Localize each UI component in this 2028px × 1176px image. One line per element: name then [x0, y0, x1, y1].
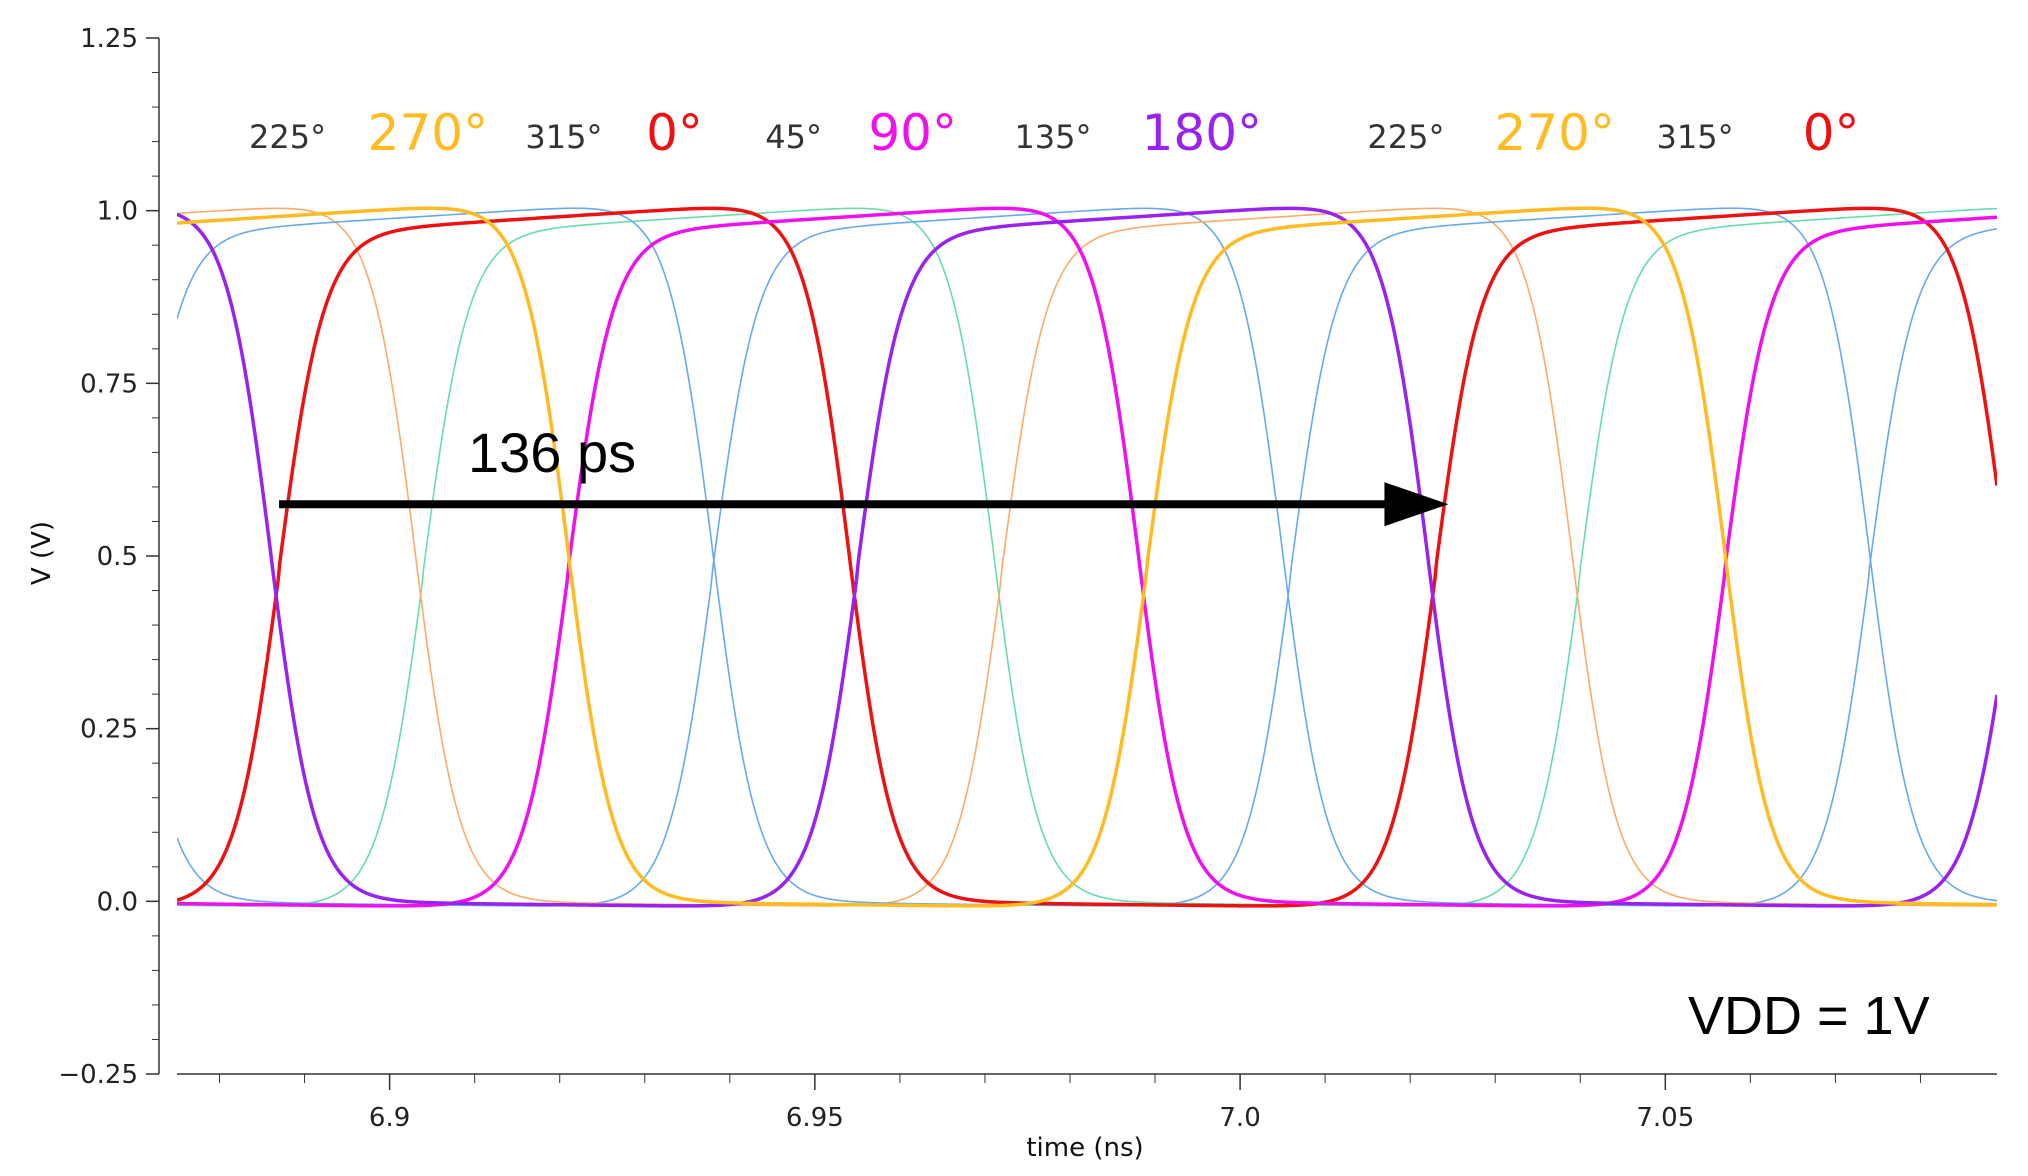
series-180-deg-line	[177, 206, 1997, 908]
series-270-deg-line	[177, 206, 1997, 908]
phase-label: 0°	[1803, 104, 1860, 162]
series-45-deg-line	[177, 207, 1997, 907]
phase-label: 90°	[868, 104, 957, 162]
y-tick-label: 1.0	[97, 197, 138, 227]
phase-label: 270°	[1495, 104, 1615, 162]
y-tick-label: 1.25	[80, 24, 138, 54]
phase-label: 225°	[249, 118, 326, 156]
phase-label: 45°	[765, 118, 822, 156]
phase-label: 180°	[1142, 104, 1262, 162]
phase-label: 270°	[368, 104, 488, 162]
phase-label: 225°	[1367, 118, 1444, 156]
y-axis-title: V (V)	[27, 521, 57, 585]
period-label: 136 ps	[468, 421, 636, 484]
annotations	[279, 482, 1449, 527]
x-tick-label: 7.05	[1636, 1103, 1694, 1133]
period-arrow-head	[1384, 482, 1449, 527]
x-axis-title: time (ns)	[1026, 1133, 1143, 1163]
y-tick-label: 0.25	[80, 715, 138, 745]
y-tick-label: 0.5	[97, 542, 138, 572]
y-tick-label: 0.75	[80, 369, 138, 399]
phase-label: 135°	[1014, 118, 1091, 156]
phase-labels: 225° 270° 315° 0° 45° 90° 135° 180° 225° 270° 315°…	[249, 104, 1860, 162]
y-tick-label: −0.25	[58, 1060, 138, 1090]
series-225-deg-line	[177, 207, 1997, 907]
phase-label: 0°	[646, 104, 703, 162]
x-tick-label: 6.95	[786, 1103, 844, 1133]
series-group	[177, 206, 1997, 908]
y-tick-label: 0.0	[97, 887, 138, 917]
x-tick-label: 7.0	[1219, 1103, 1260, 1133]
vdd-label: VDD = 1V	[1688, 986, 1930, 1046]
axes: −0.25 0.0 0.25 0.5 0.75 1.0 1.25 6.9 6.95 7.0 7.05	[58, 24, 1997, 1133]
phase-label: 315°	[1657, 118, 1734, 156]
series-90-deg-line	[177, 206, 1997, 908]
phase-label: 315°	[525, 118, 602, 156]
x-tick-label: 6.9	[369, 1103, 410, 1133]
series-0-deg-line	[177, 206, 1997, 908]
